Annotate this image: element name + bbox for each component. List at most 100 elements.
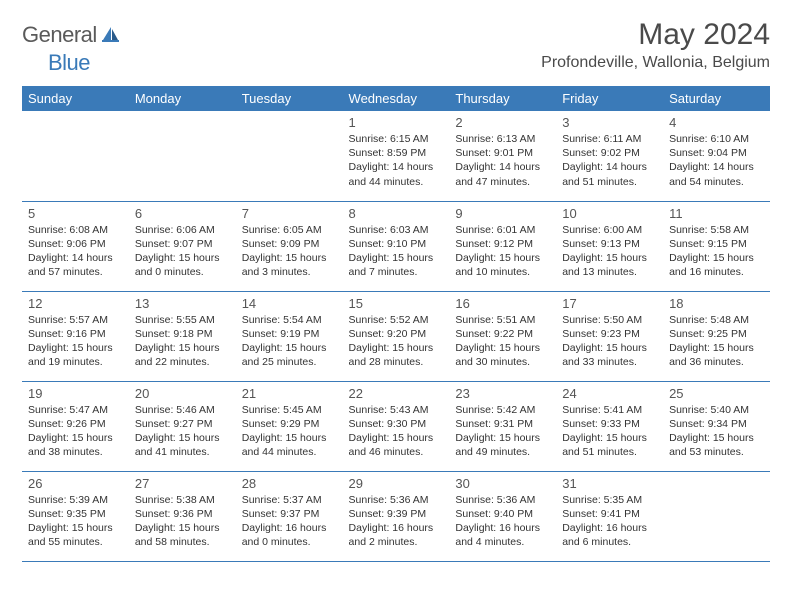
calendar-week-row: 12 Sunrise: 5:57 AMSunset: 9:16 PMDayligh…	[22, 291, 770, 381]
day-info: Sunrise: 5:50 AMSunset: 9:23 PMDaylight:…	[562, 313, 657, 370]
calendar-day-cell: 26 Sunrise: 5:39 AMSunset: 9:35 PMDayligh…	[22, 471, 129, 561]
calendar-day-cell: 17 Sunrise: 5:50 AMSunset: 9:23 PMDayligh…	[556, 291, 663, 381]
day-header: Thursday	[449, 86, 556, 111]
day-header: Wednesday	[343, 86, 450, 111]
calendar-day-cell: 20 Sunrise: 5:46 AMSunset: 9:27 PMDayligh…	[129, 381, 236, 471]
day-number: 18	[669, 296, 764, 311]
day-info: Sunrise: 5:38 AMSunset: 9:36 PMDaylight:…	[135, 493, 230, 550]
day-info: Sunrise: 6:00 AMSunset: 9:13 PMDaylight:…	[562, 223, 657, 280]
calendar-day-cell: 8 Sunrise: 6:03 AMSunset: 9:10 PMDaylight…	[343, 201, 450, 291]
calendar-day-cell: 4 Sunrise: 6:10 AMSunset: 9:04 PMDaylight…	[663, 111, 770, 201]
calendar-day-cell: 19 Sunrise: 5:47 AMSunset: 9:26 PMDayligh…	[22, 381, 129, 471]
day-info: Sunrise: 5:43 AMSunset: 9:30 PMDaylight:…	[349, 403, 444, 460]
calendar-day-cell: 29 Sunrise: 5:36 AMSunset: 9:39 PMDayligh…	[343, 471, 450, 561]
calendar-week-row: 19 Sunrise: 5:47 AMSunset: 9:26 PMDayligh…	[22, 381, 770, 471]
day-info: Sunrise: 5:40 AMSunset: 9:34 PMDaylight:…	[669, 403, 764, 460]
day-number: 2	[455, 115, 550, 130]
day-number: 12	[28, 296, 123, 311]
calendar-day-cell: 16Sunrise: 5:51 AMSunset: 9:22 PMDayligh…	[449, 291, 556, 381]
day-number: 19	[28, 386, 123, 401]
day-number: 9	[455, 206, 550, 221]
calendar-empty-cell	[129, 111, 236, 201]
day-number: 13	[135, 296, 230, 311]
day-info: Sunrise: 6:08 AMSunset: 9:06 PMDaylight:…	[28, 223, 123, 280]
day-info: Sunrise: 6:13 AMSunset: 9:01 PMDaylight:…	[455, 132, 550, 189]
day-info: Sunrise: 5:47 AMSunset: 9:26 PMDaylight:…	[28, 403, 123, 460]
day-info: Sunrise: 6:01 AMSunset: 9:12 PMDaylight:…	[455, 223, 550, 280]
calendar-day-cell: 2 Sunrise: 6:13 AMSunset: 9:01 PMDaylight…	[449, 111, 556, 201]
day-info: Sunrise: 5:41 AMSunset: 9:33 PMDaylight:…	[562, 403, 657, 460]
day-number: 25	[669, 386, 764, 401]
calendar-empty-cell	[22, 111, 129, 201]
day-info: Sunrise: 5:55 AMSunset: 9:18 PMDaylight:…	[135, 313, 230, 370]
day-number: 28	[242, 476, 337, 491]
day-info: Sunrise: 6:03 AMSunset: 9:10 PMDaylight:…	[349, 223, 444, 280]
day-number: 24	[562, 386, 657, 401]
calendar-day-cell: 7Sunrise: 6:05 AMSunset: 9:09 PMDaylight…	[236, 201, 343, 291]
calendar-day-cell: 5 Sunrise: 6:08 AMSunset: 9:06 PMDaylight…	[22, 201, 129, 291]
day-number: 29	[349, 476, 444, 491]
day-info: Sunrise: 6:11 AMSunset: 9:02 PMDaylight:…	[562, 132, 657, 189]
day-number: 26	[28, 476, 123, 491]
day-number: 14	[242, 296, 337, 311]
title-block: May 2024 Profondeville, Wallonia, Belgiu…	[541, 18, 770, 72]
calendar-day-cell: 6 Sunrise: 6:06 AMSunset: 9:07 PMDaylight…	[129, 201, 236, 291]
day-number: 31	[562, 476, 657, 491]
day-number: 4	[669, 115, 764, 130]
day-info: Sunrise: 5:57 AMSunset: 9:16 PMDaylight:…	[28, 313, 123, 370]
day-number: 15	[349, 296, 444, 311]
day-number: 1	[349, 115, 444, 130]
calendar-week-row: 5 Sunrise: 6:08 AMSunset: 9:06 PMDaylight…	[22, 201, 770, 291]
day-info: Sunrise: 5:36 AMSunset: 9:39 PMDaylight:…	[349, 493, 444, 550]
calendar-day-cell: 3 Sunrise: 6:11 AMSunset: 9:02 PMDaylight…	[556, 111, 663, 201]
day-number: 30	[455, 476, 550, 491]
day-number: 27	[135, 476, 230, 491]
calendar-body: 1 Sunrise: 6:15 AMSunset: 8:59 PMDaylight…	[22, 111, 770, 561]
calendar-week-row: 1 Sunrise: 6:15 AMSunset: 8:59 PMDaylight…	[22, 111, 770, 201]
logo-text-blue: Blue	[48, 50, 90, 76]
logo: General	[22, 22, 123, 48]
calendar-day-cell: 15Sunrise: 5:52 AMSunset: 9:20 PMDayligh…	[343, 291, 450, 381]
month-title: May 2024	[541, 18, 770, 52]
day-number: 3	[562, 115, 657, 130]
day-info: Sunrise: 5:39 AMSunset: 9:35 PMDaylight:…	[28, 493, 123, 550]
day-info: Sunrise: 6:05 AMSunset: 9:09 PMDaylight:…	[242, 223, 337, 280]
day-header: Monday	[129, 86, 236, 111]
day-info: Sunrise: 6:06 AMSunset: 9:07 PMDaylight:…	[135, 223, 230, 280]
calendar-day-cell: 30 Sunrise: 5:36 AMSunset: 9:40 PMDayligh…	[449, 471, 556, 561]
logo-text-general: General	[22, 22, 97, 48]
calendar-day-cell: 1 Sunrise: 6:15 AMSunset: 8:59 PMDaylight…	[343, 111, 450, 201]
sail-icon	[101, 25, 121, 46]
day-number: 5	[28, 206, 123, 221]
day-number: 11	[669, 206, 764, 221]
day-number: 8	[349, 206, 444, 221]
calendar-day-cell: 27 Sunrise: 5:38 AMSunset: 9:36 PMDayligh…	[129, 471, 236, 561]
day-info: Sunrise: 5:54 AMSunset: 9:19 PMDaylight:…	[242, 313, 337, 370]
day-info: Sunrise: 6:10 AMSunset: 9:04 PMDaylight:…	[669, 132, 764, 189]
calendar-day-cell: 12 Sunrise: 5:57 AMSunset: 9:16 PMDayligh…	[22, 291, 129, 381]
calendar-day-cell: 23Sunrise: 5:42 AMSunset: 9:31 PMDayligh…	[449, 381, 556, 471]
day-info: Sunrise: 5:46 AMSunset: 9:27 PMDaylight:…	[135, 403, 230, 460]
calendar-empty-cell	[663, 471, 770, 561]
calendar-empty-cell	[236, 111, 343, 201]
location: Profondeville, Wallonia, Belgium	[541, 54, 770, 72]
day-info: Sunrise: 5:48 AMSunset: 9:25 PMDaylight:…	[669, 313, 764, 370]
day-number: 6	[135, 206, 230, 221]
day-info: Sunrise: 5:58 AMSunset: 9:15 PMDaylight:…	[669, 223, 764, 280]
calendar-week-row: 26 Sunrise: 5:39 AMSunset: 9:35 PMDayligh…	[22, 471, 770, 561]
calendar-day-cell: 9 Sunrise: 6:01 AMSunset: 9:12 PMDaylight…	[449, 201, 556, 291]
day-number: 21	[242, 386, 337, 401]
day-info: Sunrise: 5:36 AMSunset: 9:40 PMDaylight:…	[455, 493, 550, 550]
day-info: Sunrise: 5:35 AMSunset: 9:41 PMDaylight:…	[562, 493, 657, 550]
calendar-table: SundayMondayTuesdayWednesdayThursdayFrid…	[22, 86, 770, 562]
day-number: 17	[562, 296, 657, 311]
calendar-day-cell: 13 Sunrise: 5:55 AMSunset: 9:18 PMDayligh…	[129, 291, 236, 381]
day-info: Sunrise: 5:42 AMSunset: 9:31 PMDaylight:…	[455, 403, 550, 460]
day-info: Sunrise: 6:15 AMSunset: 8:59 PMDaylight:…	[349, 132, 444, 189]
day-header: Saturday	[663, 86, 770, 111]
calendar-day-cell: 21 Sunrise: 5:45 AMSunset: 9:29 PMDayligh…	[236, 381, 343, 471]
day-header-row: SundayMondayTuesdayWednesdayThursdayFrid…	[22, 86, 770, 111]
day-number: 20	[135, 386, 230, 401]
day-info: Sunrise: 5:45 AMSunset: 9:29 PMDaylight:…	[242, 403, 337, 460]
calendar-day-cell: 31 Sunrise: 5:35 AMSunset: 9:41 PMDayligh…	[556, 471, 663, 561]
